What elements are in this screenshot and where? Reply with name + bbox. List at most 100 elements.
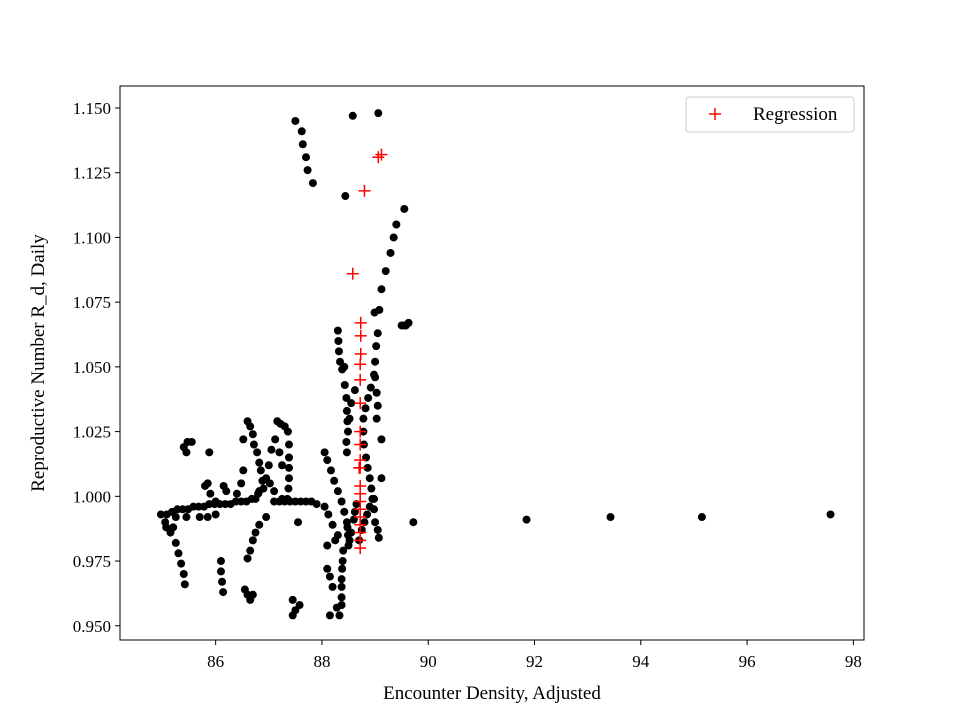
data-point <box>262 513 271 522</box>
data-point <box>246 546 255 555</box>
data-point <box>374 109 383 118</box>
data-point <box>297 127 306 136</box>
x-tick-label: 90 <box>420 652 437 671</box>
data-point <box>826 510 835 519</box>
data-point <box>368 494 377 503</box>
y-tick-label: 1.125 <box>73 164 111 183</box>
x-tick-label: 86 <box>207 652 224 671</box>
data-point <box>270 487 279 496</box>
data-point <box>162 510 171 519</box>
regression-point <box>354 373 367 386</box>
data-point <box>251 528 260 537</box>
data-point <box>361 404 370 413</box>
data-point <box>377 435 386 444</box>
data-point <box>248 536 257 545</box>
data-point <box>243 554 252 563</box>
regression-point <box>354 347 367 360</box>
data-point <box>275 448 284 457</box>
data-point <box>265 479 274 488</box>
data-point <box>340 507 349 516</box>
data-point <box>370 370 379 379</box>
data-point <box>374 533 383 542</box>
data-point <box>283 427 292 436</box>
data-point <box>239 466 248 475</box>
data-point <box>206 489 215 498</box>
data-point <box>294 518 303 527</box>
data-point <box>343 427 352 436</box>
data-point <box>258 476 267 485</box>
data-point <box>328 582 337 591</box>
data-point <box>298 140 307 149</box>
data-point <box>330 476 339 485</box>
data-point <box>350 386 359 395</box>
x-tick-label: 92 <box>526 652 543 671</box>
data-point <box>697 513 706 522</box>
data-point <box>256 466 265 475</box>
data-point <box>270 497 279 506</box>
data-point <box>328 520 337 529</box>
data-point <box>171 538 180 547</box>
data-point <box>338 557 347 566</box>
y-tick-label: 1.050 <box>73 358 111 377</box>
data-point <box>371 357 380 366</box>
data-point <box>373 525 382 534</box>
data-point <box>264 461 273 470</box>
data-point <box>337 593 346 602</box>
data-point <box>392 220 401 229</box>
legend: Regression <box>685 96 855 133</box>
data-point <box>284 453 293 462</box>
y-tick-label: 1.100 <box>73 228 111 247</box>
data-point <box>232 489 241 498</box>
data-point <box>174 549 183 558</box>
data-point <box>339 546 348 555</box>
data-point <box>320 448 329 457</box>
data-point <box>216 557 225 566</box>
legend-regression-marker <box>709 108 721 120</box>
data-point <box>366 383 375 392</box>
data-point <box>267 445 276 454</box>
x-tick-label: 96 <box>739 652 756 671</box>
plot-frame <box>119 85 865 641</box>
data-point <box>195 513 204 522</box>
x-tick-label: 88 <box>313 652 330 671</box>
data-point <box>326 466 335 475</box>
regression-point <box>353 461 366 474</box>
data-point <box>308 179 317 188</box>
data-point <box>340 381 349 390</box>
regression-point <box>354 438 367 451</box>
data-point <box>400 321 409 330</box>
data-point <box>342 437 351 446</box>
data-point <box>288 611 297 620</box>
data-point <box>389 233 398 242</box>
data-point <box>338 564 347 573</box>
data-point <box>348 111 357 120</box>
data-point <box>370 308 379 317</box>
data-point <box>377 474 386 483</box>
data-point <box>337 582 346 591</box>
data-point <box>364 393 373 402</box>
regression-point <box>354 397 367 410</box>
data-point <box>205 448 214 457</box>
data-point <box>253 448 262 457</box>
data-point <box>324 510 333 519</box>
data-point <box>284 463 293 472</box>
data-point <box>187 437 196 446</box>
data-point <box>179 569 188 578</box>
data-point <box>271 435 280 444</box>
regression-point <box>354 316 367 329</box>
data-point <box>343 523 352 532</box>
data-point <box>156 510 165 519</box>
marks-layer <box>156 109 835 620</box>
data-point <box>211 497 220 506</box>
y-axis-label: Reproductive Number R_d, Daily <box>28 234 49 492</box>
data-point <box>365 502 374 511</box>
data-point <box>333 326 342 335</box>
data-point <box>284 440 293 449</box>
regression-point <box>354 542 367 555</box>
y-tick-label: 1.025 <box>73 423 111 442</box>
data-point <box>337 575 346 584</box>
data-point <box>606 513 615 522</box>
data-point <box>251 494 260 503</box>
data-point <box>291 116 300 125</box>
